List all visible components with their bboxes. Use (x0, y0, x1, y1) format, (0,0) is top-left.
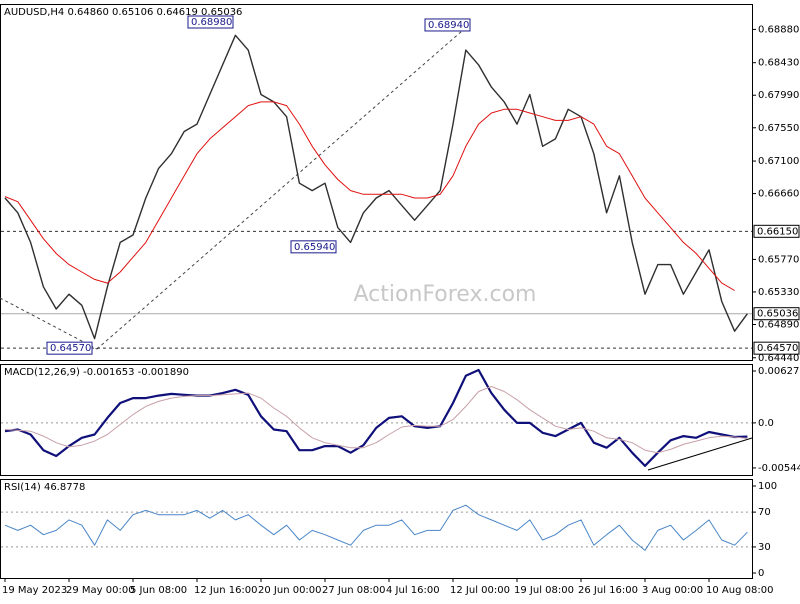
macd-panel (0, 364, 753, 476)
price-label-box (753, 224, 800, 238)
trend-line (0, 297, 98, 350)
panel-title: MACD(12,26,9) -0.001653 -0.001890 (4, 367, 189, 378)
y-tick-label: 0.68880 (758, 24, 799, 35)
x-tick-label: 27 Jun 08:00 (322, 585, 386, 596)
price-label-box (753, 341, 800, 355)
x-tick-label: 5 Jun 08:00 (130, 585, 187, 596)
y-tick-label: 0.68430 (758, 58, 799, 69)
price-label-box (753, 307, 800, 321)
price-label: 0.64570 (757, 343, 798, 354)
watermark: ActionForex.com (354, 282, 537, 307)
panel-title: AUDUSD,H4 0.64860 0.65106 0.64619 0.6503… (4, 7, 242, 18)
series-line (4, 368, 748, 467)
x-tick-label: 26 Jul 16:00 (578, 585, 638, 596)
x-tick-label: 4 Jul 16:00 (386, 585, 440, 596)
annotation-box (46, 341, 93, 355)
x-tick-label: 19 May 2023 (2, 585, 67, 596)
y-tick-label: 0.006275 (758, 366, 800, 377)
series-line (4, 101, 735, 291)
x-tick-label: 12 Jul 00:00 (450, 585, 510, 596)
x-tick-label: 12 Jun 16:00 (194, 585, 258, 596)
y-tick-label: 0.67100 (758, 156, 799, 167)
x-tick-label: 29 May 00:00 (66, 585, 135, 596)
annotation-label: 0.68940 (428, 20, 469, 31)
annotation-box (187, 15, 234, 29)
y-tick-label: 70 (758, 507, 771, 518)
y-tick-label: 0.65770 (758, 254, 799, 265)
y-tick-label: 0.67550 (758, 123, 799, 134)
y-tick-label: 0.66660 (758, 189, 799, 200)
series-line (4, 504, 748, 551)
annotation-label: 0.68980 (191, 17, 232, 28)
y-tick-label: 0 (758, 568, 764, 579)
series-line (4, 34, 748, 340)
price-label: 0.66150 (757, 226, 798, 237)
annotation-label: 0.64570 (50, 343, 91, 354)
y-tick-label: 100 (758, 481, 777, 492)
trend-line (647, 437, 753, 471)
panel-title: RSI(14) 46.8778 (4, 482, 85, 493)
series-line (4, 386, 748, 454)
x-tick-label: 3 Aug 00:00 (642, 585, 703, 596)
price-label: 0.65036 (757, 309, 798, 320)
y-tick-label: 0.0 (758, 418, 774, 429)
y-tick-label: 0.64890 (758, 320, 799, 331)
price-panel (0, 4, 753, 361)
annotation-label: 0.65940 (294, 242, 335, 253)
trend-line (96, 23, 471, 350)
x-tick-label: 10 Aug 08:00 (706, 585, 773, 596)
y-tick-label: 0.65330 (758, 287, 799, 298)
rsi-panel (0, 479, 753, 579)
annotation-box (424, 18, 471, 32)
annotation-box (290, 240, 337, 254)
x-tick-label: 19 Jul 08:00 (514, 585, 574, 596)
y-tick-label: 0.64440 (758, 353, 799, 364)
y-tick-label: 30 (758, 542, 771, 553)
x-tick-label: 20 Jun 00:00 (258, 585, 322, 596)
y-tick-label: -0.005446 (758, 463, 800, 474)
y-tick-label: 0.67990 (758, 90, 799, 101)
